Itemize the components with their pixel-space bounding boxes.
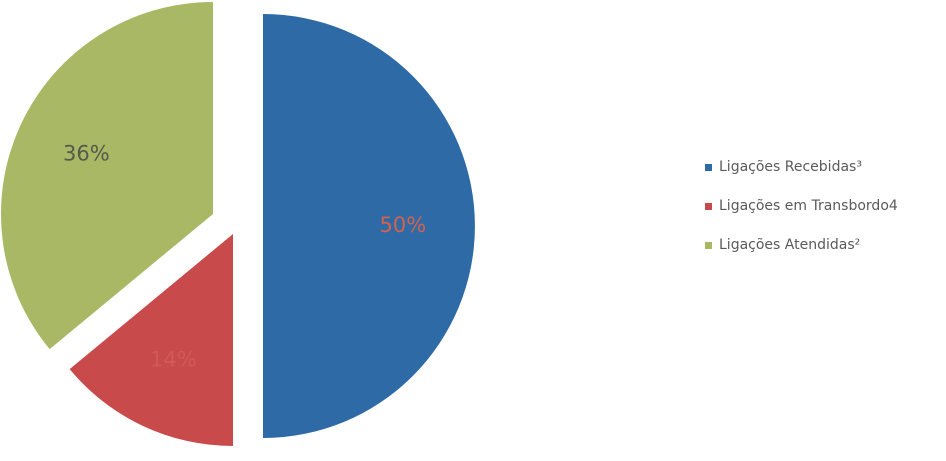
pie-slice-ligacoes-recebidas bbox=[263, 14, 475, 438]
legend-item-ligacoes-recebidas: Ligações Recebidas³ bbox=[705, 157, 898, 177]
legend-swatch bbox=[705, 241, 712, 249]
data-label-ligacoes-recebidas: 50% bbox=[380, 213, 427, 237]
data-label-ligacoes-atendidas: 36% bbox=[63, 141, 110, 165]
legend-swatch bbox=[705, 202, 712, 210]
legend-label: Ligações em Transbordo4 bbox=[719, 198, 898, 214]
data-label-ligacoes-em-transbordo4: 14% bbox=[150, 348, 197, 372]
legend-item-ligacoes-em-transbordo4: Ligações em Transbordo4 bbox=[705, 196, 898, 216]
legend-item-ligacoes-atendidas: Ligações Atendidas² bbox=[705, 235, 898, 255]
legend: Ligações Recebidas³ Ligações em Transbord… bbox=[705, 157, 898, 274]
legend-label: Ligações Recebidas³ bbox=[719, 159, 862, 175]
legend-label: Ligações Atendidas² bbox=[719, 237, 861, 253]
pie-slice-ligacoes-atendidas bbox=[1, 2, 214, 350]
pie-slice-ligacoes-em-transbordo4 bbox=[69, 234, 234, 446]
legend-swatch bbox=[705, 163, 712, 171]
